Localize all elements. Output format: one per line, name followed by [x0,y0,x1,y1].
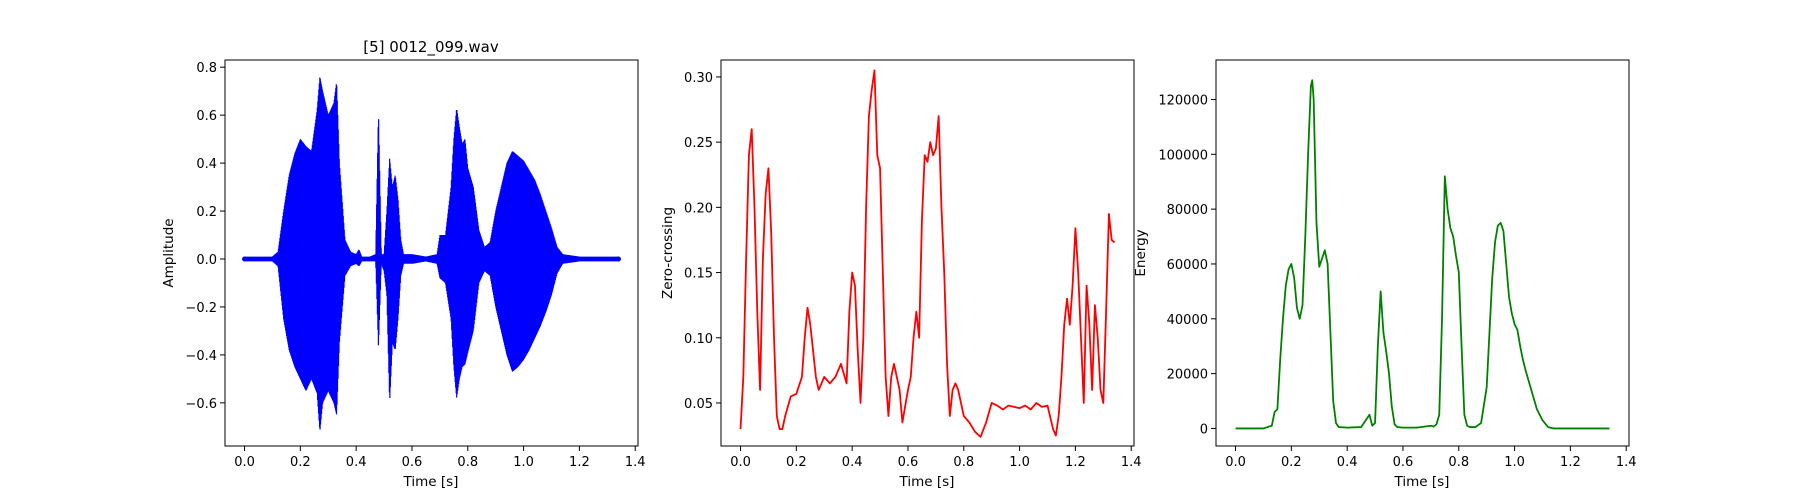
waveform-ytick-label: −0.2 [185,301,217,316]
energy-xlabel: Time [s] [1394,474,1450,490]
zero-crossing-xtick-label: 1.2 [1065,455,1086,470]
energy-ytick-label: 120000 [1158,93,1208,108]
energy-panel: 0.0 0.2 0.4 0.6 0.8 1.0 1.2 1.4 0 20000 40000 6000… [1133,59,1637,490]
waveform-xtick-label: 0.0 [234,455,255,470]
waveform-ytick-label: 0.6 [196,109,217,124]
waveform-ytick-label: 0.4 [196,157,217,172]
waveform-signal-line [243,77,620,430]
energy-marks [1235,79,1610,430]
energy-xtick-label: 0.6 [1393,455,1414,470]
energy-xtick-label: 1.0 [1504,455,1525,470]
energy-ytick-label: 80000 [1167,203,1208,218]
waveform-end-marker [615,256,621,262]
waveform-yticks: −0.6 −0.4 −0.2 0.0 0.2 0.4 0.6 0.8 [185,61,225,412]
energy-ytick-label: 100000 [1158,148,1208,163]
zero-crossing-xtick-label: 1.4 [1121,455,1142,470]
waveform-ytick-label: 0.2 [196,205,217,220]
energy-series-line [1235,79,1610,430]
zero-crossing-xticks: 0.0 0.2 0.4 0.6 0.8 1.0 1.2 1.4 [730,446,1142,470]
zero-crossing-xtick-label: 0.6 [898,455,919,470]
energy-xtick-label: 0.0 [1225,455,1246,470]
zero-crossing-xtick-label: 0.2 [786,455,807,470]
zero-crossing-plot-frame [720,59,1135,447]
waveform-xtick-label: 0.2 [290,455,311,470]
energy-xtick-label: 1.2 [1560,455,1581,470]
energy-xtick-label: 0.2 [1281,455,1302,470]
energy-ytick-label: 60000 [1167,258,1208,273]
waveform-start-marker [242,256,248,262]
waveform-xtick-label: 1.4 [625,455,646,470]
waveform-marks [242,77,621,430]
waveform-ytick-label: 0.0 [196,253,217,268]
zero-crossing-xtick-label: 1.0 [1009,455,1030,470]
zero-crossing-panel: 0.0 0.2 0.4 0.6 0.8 1.0 1.2 1.4 0.05 0.10 0.15 0.2… [660,59,1142,490]
waveform-xtick-label: 0.6 [402,455,423,470]
energy-ytick-label: 0 [1200,422,1208,437]
energy-ytick-label: 40000 [1167,313,1208,328]
zero-crossing-ylabel: Zero-crossing [660,207,676,299]
zero-crossing-ytick-label: 0.15 [684,267,713,282]
zero-crossing-marks [739,69,1116,438]
zero-crossing-xtick-label: 0.0 [730,455,751,470]
energy-yticks: 0 20000 40000 60000 80000 100000 120000 [1158,93,1216,437]
zero-crossing-ytick-label: 0.05 [684,397,713,412]
energy-xtick-label: 0.8 [1448,455,1469,470]
waveform-xtick-label: 0.8 [457,455,478,470]
zero-crossing-ytick-label: 0.20 [684,201,713,216]
energy-ytick-label: 20000 [1167,368,1208,383]
zero-crossing-yticks: 0.05 0.10 0.15 0.20 0.25 0.30 [684,71,721,412]
energy-xticks: 0.0 0.2 0.4 0.6 0.8 1.0 1.2 1.4 [1225,446,1637,470]
energy-plot-frame [1215,59,1630,447]
waveform-ytick-label: −0.6 [185,397,217,412]
energy-xtick-label: 1.4 [1616,455,1637,470]
waveform-xlabel: Time [s] [403,474,459,490]
waveform-title: [5] 0012_099.wav [363,38,499,57]
energy-ylabel: Energy [1133,229,1149,276]
waveform-ytick-label: −0.4 [185,349,217,364]
waveform-xtick-label: 1.2 [569,455,590,470]
zero-crossing-xtick-label: 0.4 [842,455,863,470]
zero-crossing-xlabel: Time [s] [899,474,955,490]
zero-crossing-xtick-label: 0.8 [953,455,974,470]
energy-xtick-label: 0.4 [1337,455,1358,470]
waveform-ytick-label: 0.8 [196,61,217,76]
waveform-xticks: 0.0 0.2 0.4 0.6 0.8 1.0 1.2 1.4 [234,446,646,470]
waveform-xtick-label: 0.4 [346,455,367,470]
waveform-xtick-label: 1.0 [513,455,534,470]
zero-crossing-series-line [739,69,1116,438]
zero-crossing-ytick-label: 0.30 [684,71,713,86]
waveform-panel: 0.0 0.2 0.4 0.6 0.8 1.0 1.2 1.4 −0.6 −0.4 −0.2 0.0… [161,38,646,490]
zero-crossing-ytick-label: 0.10 [684,332,713,347]
waveform-ylabel: Amplitude [161,218,177,287]
zero-crossing-ytick-label: 0.25 [684,136,713,151]
